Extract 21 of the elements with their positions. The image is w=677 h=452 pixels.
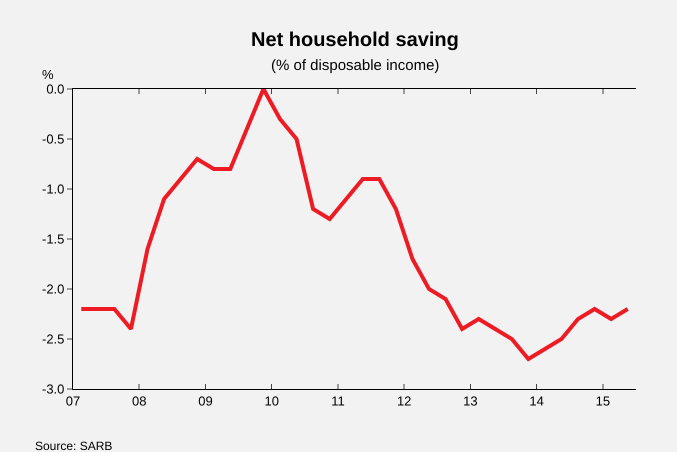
chart-subtitle: (% of disposable income) — [271, 57, 440, 74]
y-tick-label: -1.5 — [42, 232, 64, 247]
y-tick-label: -2.5 — [42, 332, 64, 347]
y-tick-label: -3.0 — [42, 382, 64, 397]
line-series — [79, 89, 630, 361]
x-tick-label: 10 — [264, 394, 279, 409]
x-tick-label: 13 — [463, 394, 478, 409]
y-tick-label: -1.0 — [42, 182, 64, 197]
y-tick-label: -2.0 — [42, 282, 64, 297]
chart-title: Net household saving — [251, 29, 459, 51]
x-tick-label: 11 — [331, 394, 345, 409]
x-tick-label: 09 — [198, 394, 213, 409]
y-tick-label: 0.0 — [46, 82, 64, 97]
x-tick-label: 15 — [596, 394, 610, 409]
x-tick-label: 12 — [396, 394, 412, 409]
x-tick-label: 07 — [66, 394, 80, 409]
x-tick-label: 14 — [529, 394, 544, 409]
source-note: Source: SARB — [35, 439, 112, 452]
y-tick-label: -0.5 — [42, 132, 64, 147]
x-tick-label: 08 — [132, 394, 146, 409]
y-axis-title: % — [42, 67, 54, 82]
